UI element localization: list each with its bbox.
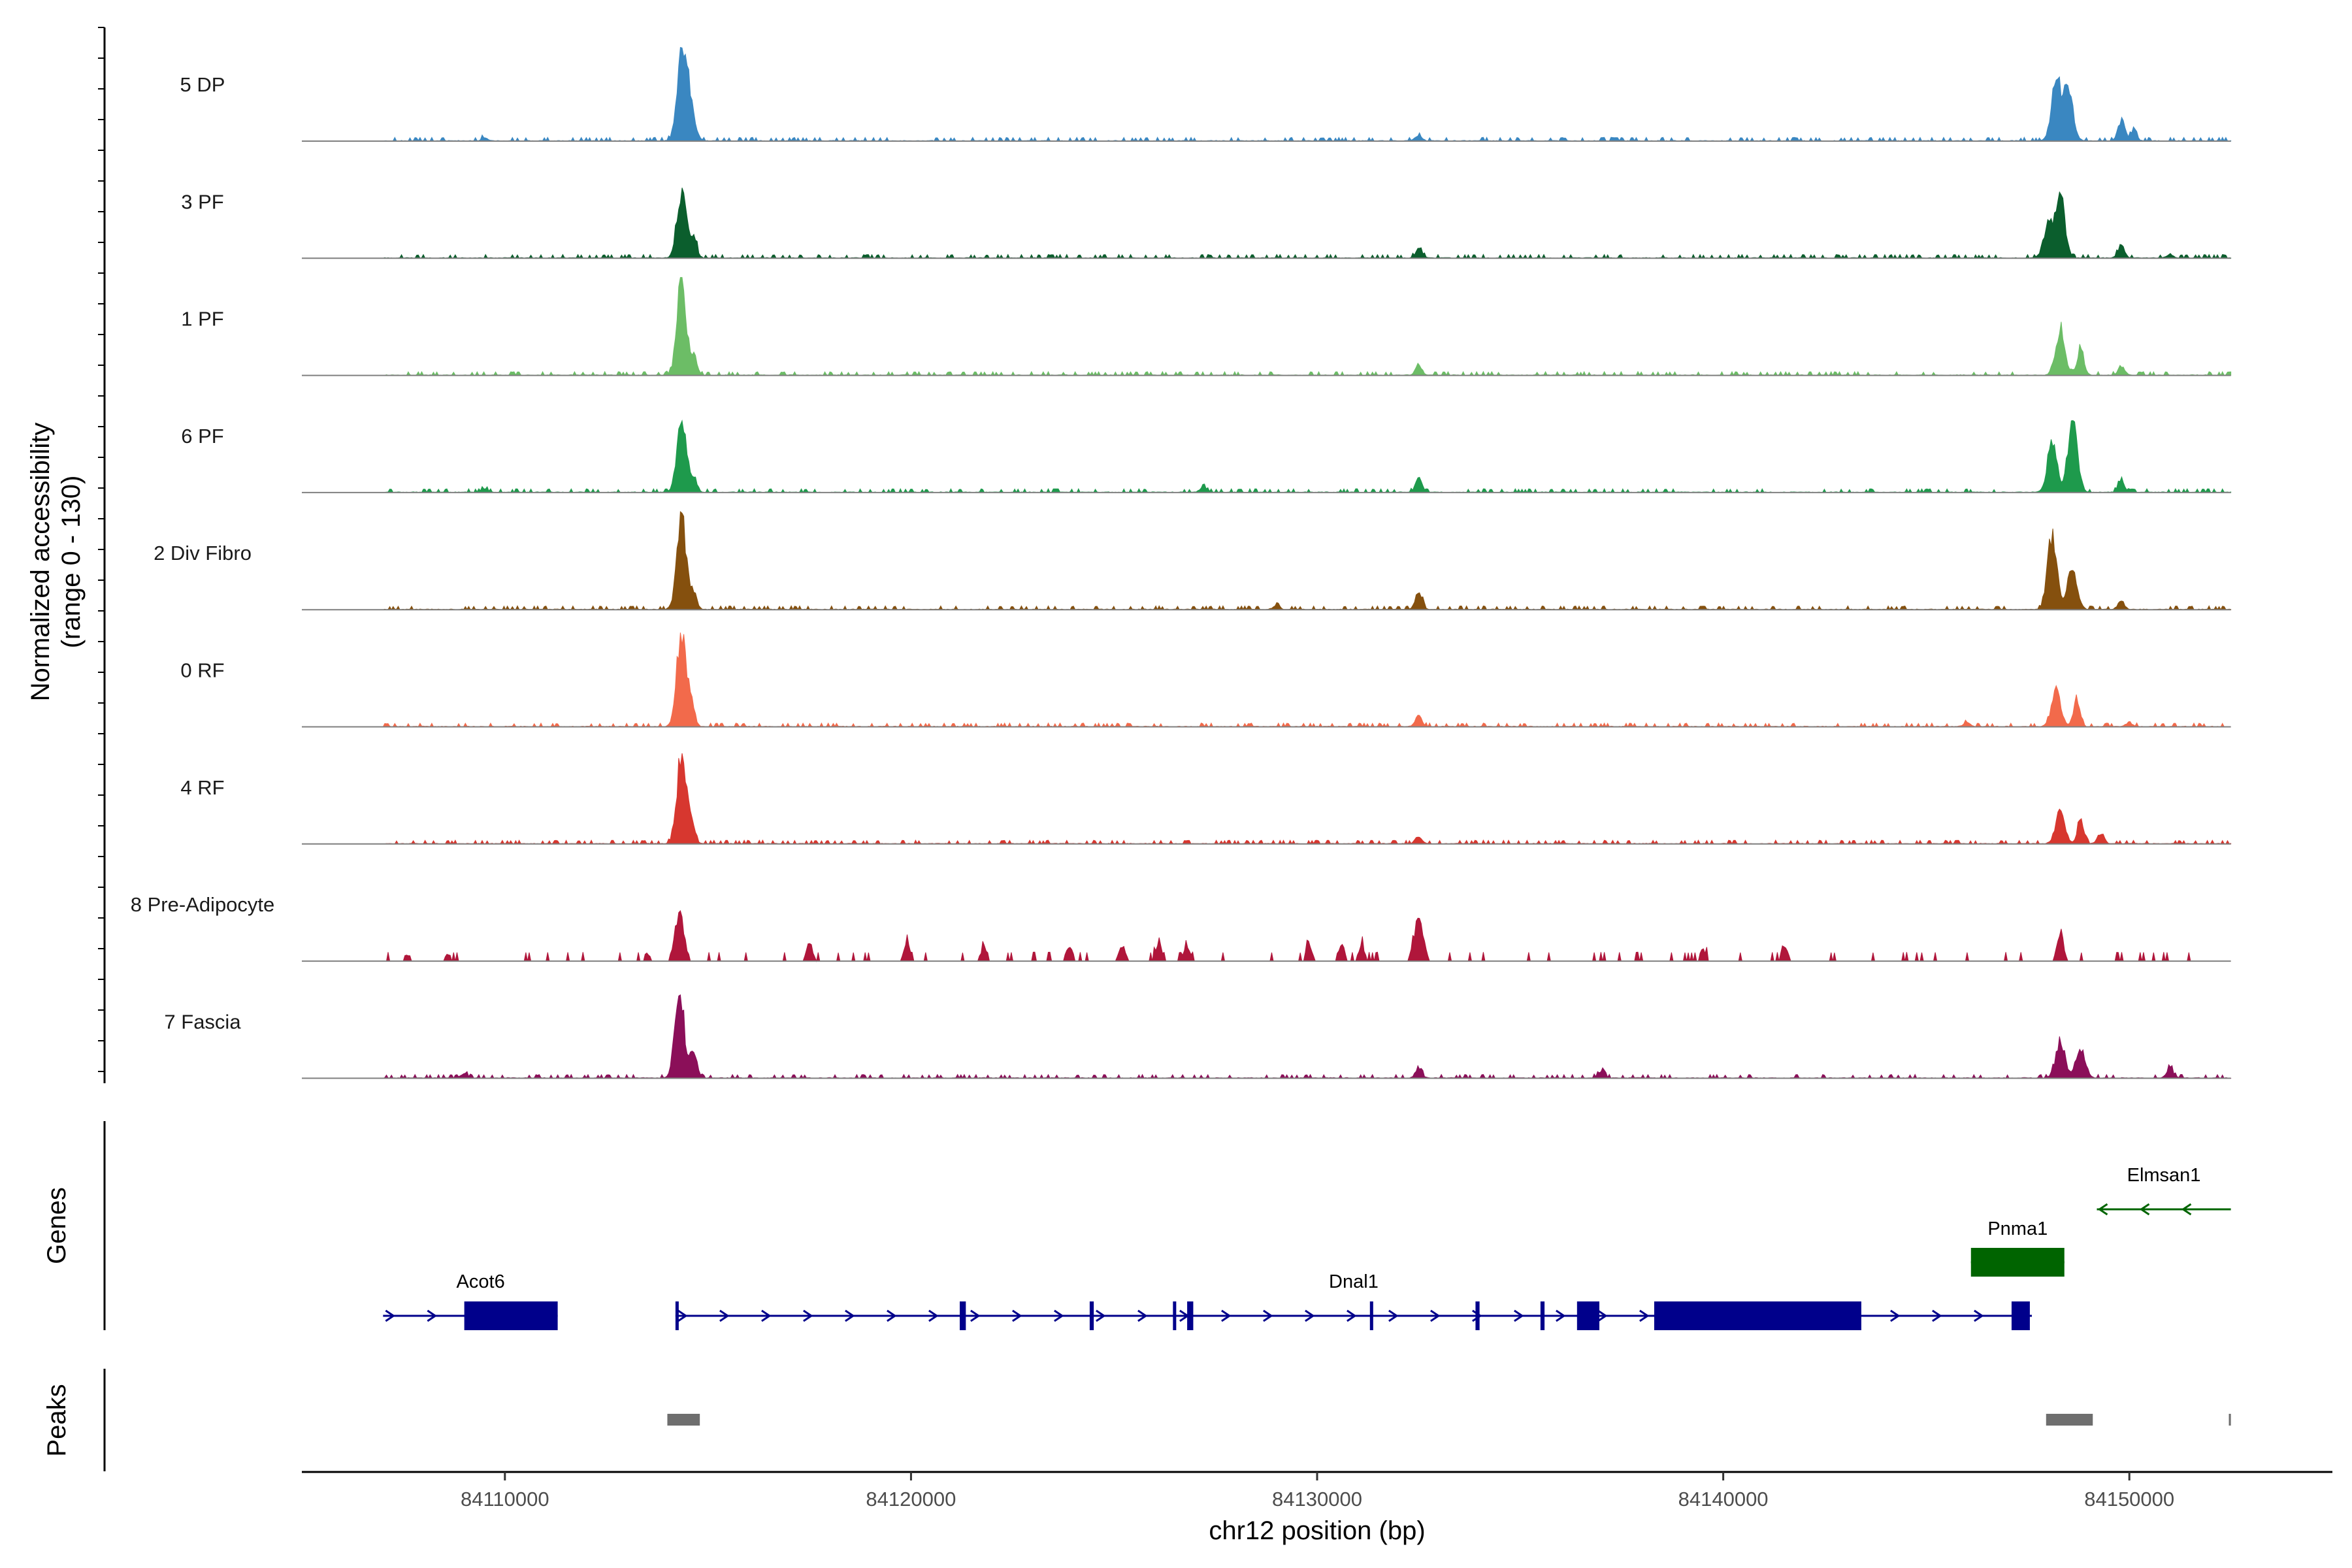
strand-arrow <box>1137 1309 1148 1322</box>
exon <box>1475 1301 1480 1330</box>
strand-arrow <box>678 1309 688 1322</box>
strand-arrow <box>1096 1309 1106 1322</box>
coverage-area <box>382 632 2231 728</box>
x-tick-label: 84110000 <box>461 1488 549 1511</box>
strand-arrow <box>2097 1203 2108 1216</box>
track-1-pf: 1 PF <box>181 277 2232 376</box>
coverage-tracks: 5 DP 3 PF 1 PF 6 PF 2 Div Fibro 0 RF 4 RF 8 Pre… <box>131 46 2232 1079</box>
gene-label: Pnma1 <box>1987 1218 2048 1239</box>
strand-arrow <box>970 1309 981 1322</box>
coverage-area <box>383 277 2232 376</box>
track-label: 4 RF <box>180 776 224 799</box>
peak-region <box>2046 1414 2093 1426</box>
track-label: 2 Div Fibro <box>154 542 252 564</box>
track-7-fascia: 7 Fascia <box>164 994 2232 1079</box>
coverage-area <box>383 419 2232 493</box>
exon <box>1654 1301 1861 1330</box>
y-axis-title: Normalized accessibility <box>26 423 55 702</box>
strand-arrow <box>2139 1203 2150 1216</box>
track-label: 7 Fascia <box>164 1010 241 1033</box>
coverage-area <box>383 753 2232 845</box>
gene-dnal1: Dnal1 <box>675 1271 2033 1330</box>
track-6-pf: 6 PF <box>181 419 2232 493</box>
gene-label: Elmsan1 <box>2127 1165 2201 1186</box>
strand-arrow <box>427 1309 438 1322</box>
strand-arrow <box>385 1309 396 1322</box>
track-4-rf: 4 RF <box>180 753 2232 845</box>
peak-region <box>667 1414 700 1426</box>
coverage-area <box>383 910 2231 962</box>
track-label: 6 PF <box>181 425 223 448</box>
strand-arrow <box>1472 1309 1482 1322</box>
x-tick-label: 84150000 <box>2084 1488 2174 1511</box>
track-label: 5 DP <box>180 73 225 96</box>
strand-arrow <box>1932 1309 1942 1322</box>
gene-label: Acot6 <box>457 1271 505 1292</box>
coverage-area <box>383 46 2232 142</box>
x-tick-label: 84130000 <box>1272 1488 1362 1511</box>
strand-arrow <box>761 1309 772 1322</box>
peak-region <box>2229 1414 2231 1426</box>
track-0-rf: 0 RF <box>180 632 2231 728</box>
exon <box>2011 1301 2030 1330</box>
x-tick-label: 84120000 <box>866 1488 956 1511</box>
gene-label: Dnal1 <box>1329 1271 1379 1292</box>
strand-arrow <box>1305 1309 1315 1322</box>
track-label: 3 PF <box>181 190 223 213</box>
exon <box>1970 1248 2065 1277</box>
gene-pnma1: Pnma1 <box>1970 1218 2065 1277</box>
exon <box>464 1301 558 1330</box>
exon <box>1540 1301 1545 1330</box>
track-label: 0 RF <box>180 659 224 682</box>
strand-arrow <box>1597 1309 1608 1322</box>
exon <box>1369 1301 1373 1330</box>
strand-arrow <box>1556 1309 1566 1322</box>
strand-arrow <box>1974 1309 1984 1322</box>
x-axis-ticks: 84110000 84120000 84130000 84140000 84150000 <box>461 1472 2174 1511</box>
gene-elmsan1: Elmsan1 <box>2097 1165 2231 1216</box>
exon <box>959 1301 966 1330</box>
track-8-pre-adipocyte: 8 Pre-Adipocyte <box>131 893 2231 962</box>
y-axis-range: (range 0 - 130) <box>57 476 86 649</box>
track-label: 1 PF <box>181 308 223 331</box>
strand-arrow <box>887 1309 897 1322</box>
strand-arrow <box>1263 1309 1273 1322</box>
strand-arrow <box>1388 1309 1399 1322</box>
strand-arrow <box>2181 1203 2192 1216</box>
exon <box>1089 1301 1094 1330</box>
coverage-area <box>383 188 2232 259</box>
x-axis-title: chr12 position (bp) <box>1209 1516 1425 1545</box>
strand-arrow <box>1012 1309 1022 1322</box>
strand-arrow <box>1890 1309 1901 1322</box>
x-tick-label: 84140000 <box>1678 1488 1769 1511</box>
peak-regions <box>667 1414 2231 1426</box>
strand-arrow <box>719 1309 730 1322</box>
strand-arrow <box>803 1309 813 1322</box>
coverage-y-ticks <box>98 27 105 1072</box>
exon <box>1173 1301 1177 1330</box>
track-2-div-fibro: 2 Div Fibro <box>154 511 2232 611</box>
strand-arrow <box>928 1309 939 1322</box>
strand-arrow <box>1639 1309 1650 1322</box>
strand-arrow <box>1514 1309 1524 1322</box>
track-5-dp: 5 DP <box>180 46 2232 142</box>
exon <box>675 1301 679 1330</box>
peaks-track-label: Peaks <box>42 1384 71 1456</box>
track-3-pf: 3 PF <box>181 188 2232 259</box>
track-label: 8 Pre-Adipocyte <box>131 893 275 916</box>
genes-track-label: Genes <box>42 1187 71 1264</box>
strand-arrow <box>845 1309 855 1322</box>
strand-arrow <box>1221 1309 1232 1322</box>
gene-annotations: Acot6 Dnal1 Pnma1 Elmsan1 <box>383 1165 2231 1330</box>
exon <box>1576 1301 1600 1330</box>
strand-arrow <box>1054 1309 1064 1322</box>
strand-arrow <box>1347 1309 1357 1322</box>
coverage-area <box>383 511 2232 611</box>
strand-arrow <box>1430 1309 1441 1322</box>
gene-acot6: Acot6 <box>383 1271 558 1330</box>
exon <box>1187 1301 1194 1330</box>
coverage-area <box>383 994 2232 1079</box>
